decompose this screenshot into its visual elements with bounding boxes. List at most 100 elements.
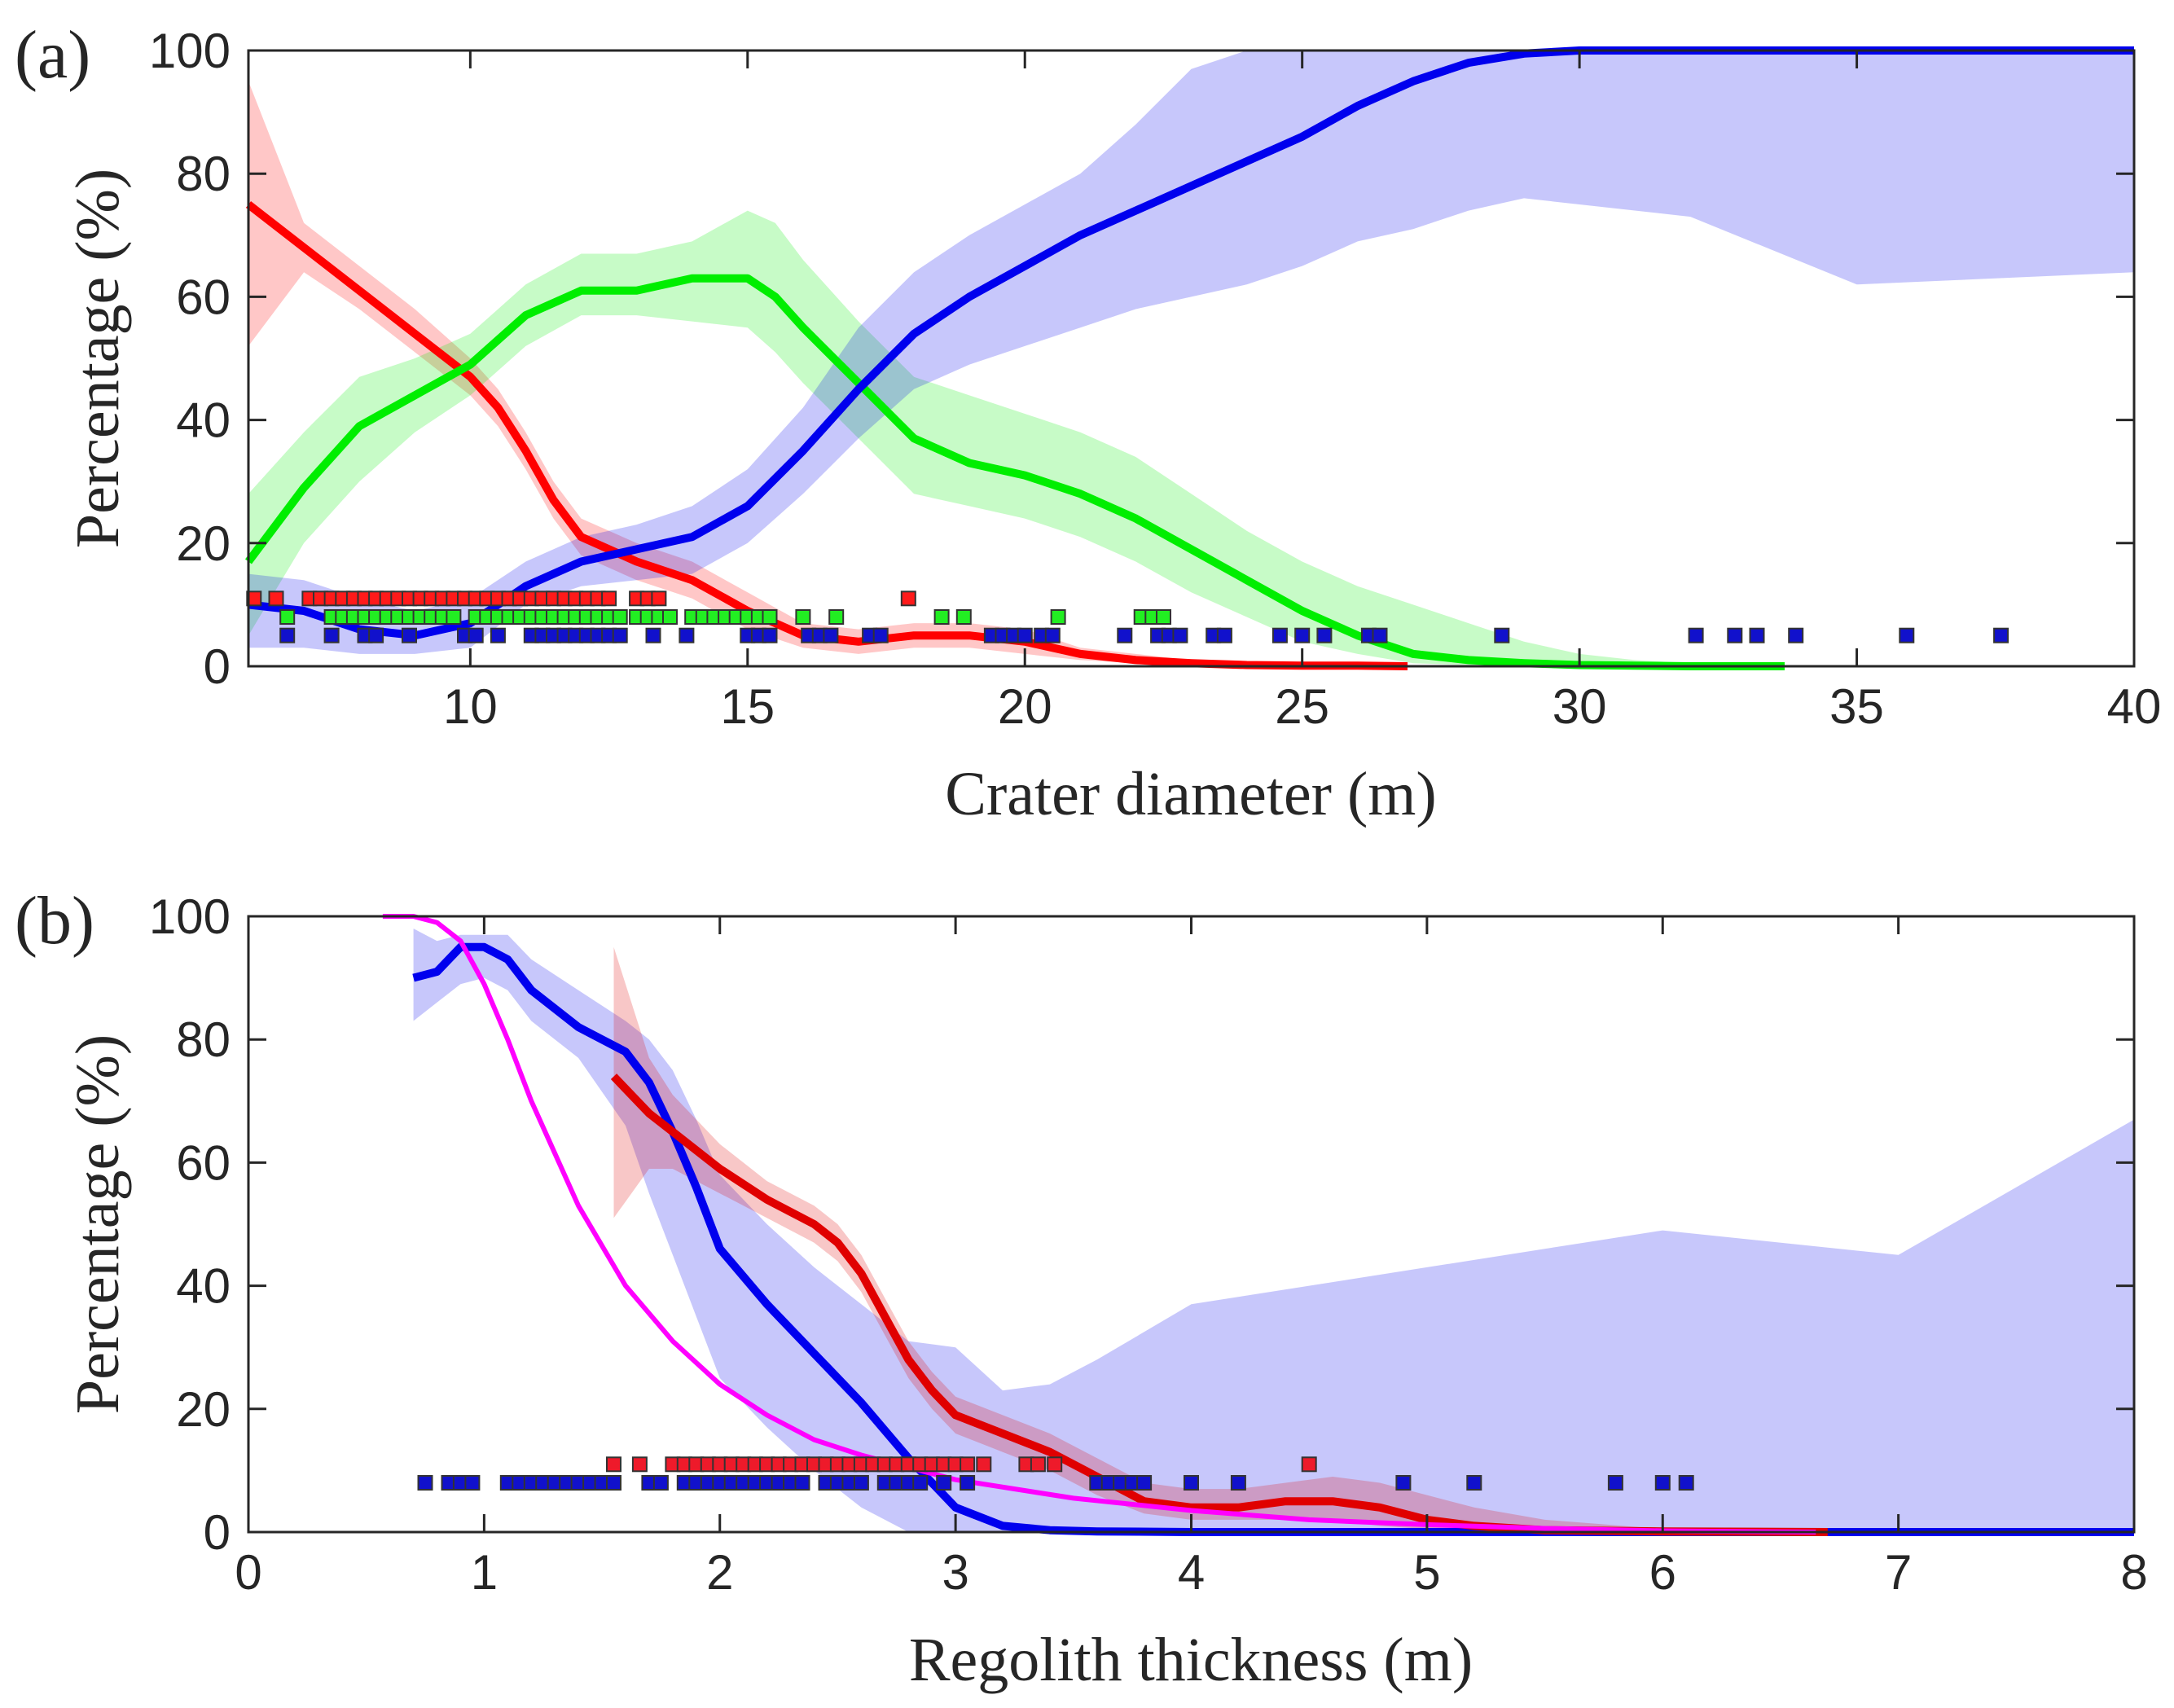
panel-b-x-tick-label: 7 bbox=[1885, 1545, 1912, 1600]
panel-a-point-blue bbox=[1172, 627, 1188, 643]
panel-a-x-tick-label: 15 bbox=[720, 679, 775, 734]
panel-b-point-blue bbox=[1230, 1475, 1246, 1491]
panel-b-y-tick-label: 60 bbox=[176, 1135, 231, 1190]
panel-b-point-blue bbox=[1466, 1475, 1482, 1491]
panel-a-x-tick-label: 30 bbox=[1553, 679, 1607, 734]
panel-a-point-blue bbox=[823, 627, 839, 643]
panel-a-point-blue bbox=[1216, 627, 1232, 643]
panel-b-label: (b) bbox=[15, 883, 94, 959]
panel-a-point-green bbox=[662, 609, 678, 625]
panel-a-point-blue bbox=[1372, 627, 1388, 643]
panel-b-point-blue bbox=[652, 1475, 669, 1491]
panel-a-x-axis-label: Crater diameter (m) bbox=[945, 760, 1436, 828]
panel-b-point-blue bbox=[1607, 1475, 1623, 1491]
panel-a-point-red bbox=[900, 591, 916, 607]
panel-a-y-tick-label: 60 bbox=[176, 270, 231, 324]
panel-a-point-blue bbox=[1494, 627, 1510, 643]
panel-a-point-blue bbox=[323, 627, 340, 643]
panel-a-point-green bbox=[828, 609, 845, 625]
panel-b-x-axis-label: Regolith thickness (m) bbox=[909, 1626, 1473, 1694]
panel-b-point-blue bbox=[464, 1475, 481, 1491]
panel-a-point-blue bbox=[1899, 627, 1915, 643]
panel-a-point-blue bbox=[368, 627, 384, 643]
panel-a-x-tick-label: 20 bbox=[998, 679, 1052, 734]
panel-b-y-tick-label: 40 bbox=[176, 1259, 231, 1314]
panel-b-line-red bbox=[610, 1074, 1828, 1536]
panel-a-point-green bbox=[955, 609, 972, 625]
panel-b-x-tick-label: 8 bbox=[2120, 1545, 2147, 1600]
panel-b-point-red bbox=[1301, 1456, 1317, 1473]
panel-b-y-tick-label: 100 bbox=[149, 889, 231, 944]
panel-b-point-blue bbox=[1395, 1475, 1412, 1491]
panel-a-y-tick-label: 40 bbox=[176, 393, 231, 448]
panel-a-x-tick-label: 35 bbox=[1829, 679, 1884, 734]
panel-a-point-blue bbox=[1117, 627, 1133, 643]
panel-a-point-blue bbox=[1749, 627, 1765, 643]
panel-b-point-blue bbox=[606, 1475, 621, 1491]
panel-b-point-red bbox=[631, 1456, 648, 1473]
panel-a-point-blue bbox=[1044, 627, 1061, 643]
panel-b-y-tick-label: 20 bbox=[176, 1382, 231, 1437]
panel-b-line-magenta bbox=[382, 914, 1816, 1535]
panel-a-y-tick-label: 0 bbox=[204, 639, 231, 694]
panel-a-point-blue bbox=[1316, 627, 1333, 643]
panel-b-point-red bbox=[1030, 1456, 1046, 1473]
panel-a-band-red bbox=[248, 81, 1408, 667]
panel-a-point-green bbox=[762, 609, 778, 625]
panel-a-point-blue bbox=[279, 627, 296, 643]
panel-b-x-tick-label: 3 bbox=[942, 1545, 968, 1600]
panel-a-axes-box bbox=[247, 49, 2136, 668]
panel-a-x-tick-label: 25 bbox=[1275, 679, 1329, 734]
panel-a-point-red bbox=[601, 591, 617, 607]
panel-a-x-tick-label: 40 bbox=[2107, 679, 2162, 734]
panel-b-x-tick-label: 0 bbox=[235, 1545, 261, 1600]
panel-a-y-tick-label: 100 bbox=[149, 24, 231, 78]
panel-a-point-red bbox=[268, 591, 284, 607]
panel-a-point-blue bbox=[402, 627, 417, 643]
panel-a-point-blue bbox=[612, 627, 628, 643]
panel-a-point-blue bbox=[645, 627, 661, 643]
panel-b-point-red bbox=[960, 1456, 976, 1473]
panel-a-point-green bbox=[933, 609, 950, 625]
panel-a-point-red bbox=[651, 591, 667, 607]
panel-a-y-tick-label: 80 bbox=[176, 147, 231, 201]
panel-b-point-red bbox=[1047, 1456, 1063, 1473]
panel-a-point-blue bbox=[490, 627, 506, 643]
panel-a-point-green bbox=[1050, 609, 1066, 625]
panel-b-point-blue bbox=[960, 1475, 976, 1491]
panel-a-point-blue bbox=[762, 627, 778, 643]
panel-b-x-tick-label: 1 bbox=[471, 1545, 498, 1600]
panel-a-point-blue bbox=[1727, 627, 1743, 643]
panel-a-point-blue bbox=[1993, 627, 2009, 643]
panel-a-point-blue bbox=[1271, 627, 1288, 643]
panel-a-label: (a) bbox=[15, 17, 90, 93]
panel-a-confidence-bands bbox=[248, 50, 2134, 667]
panel-b-point-blue bbox=[794, 1475, 810, 1491]
panel-b-point-blue bbox=[1136, 1475, 1153, 1491]
panel-b-x-tick-label: 6 bbox=[1649, 1545, 1676, 1600]
panel-b-y-tick-label: 80 bbox=[176, 1012, 231, 1067]
panel-a-point-green bbox=[795, 609, 811, 625]
panel-a-point-blue bbox=[1688, 627, 1704, 643]
panel-b-point-blue bbox=[912, 1475, 929, 1491]
panel-b-scatter-points bbox=[417, 1456, 1694, 1491]
panel-b-point-blue bbox=[1184, 1475, 1199, 1491]
panel-b-point-blue bbox=[417, 1475, 433, 1491]
panel-a-point-green bbox=[446, 609, 462, 625]
panel-a-point-blue bbox=[1294, 627, 1311, 643]
panel-a-y-axis-label: Percentage (%) bbox=[64, 169, 132, 548]
panel-b-x-tick-label: 4 bbox=[1178, 1545, 1205, 1600]
panel-a-point-blue bbox=[679, 627, 695, 643]
panel-b-y-tick-label: 0 bbox=[204, 1505, 231, 1560]
panel-a-line-green bbox=[245, 274, 1785, 670]
panel-a-x-tick-label: 10 bbox=[443, 679, 498, 734]
panel-a-point-blue bbox=[468, 627, 484, 643]
panel-a-y-tick-label: 20 bbox=[176, 516, 231, 571]
panel-b-point-blue bbox=[1654, 1475, 1671, 1491]
panel-b-point-red bbox=[606, 1456, 621, 1473]
panel-b-x-tick-label: 5 bbox=[1413, 1545, 1440, 1600]
panel-a-point-green bbox=[1156, 609, 1171, 625]
